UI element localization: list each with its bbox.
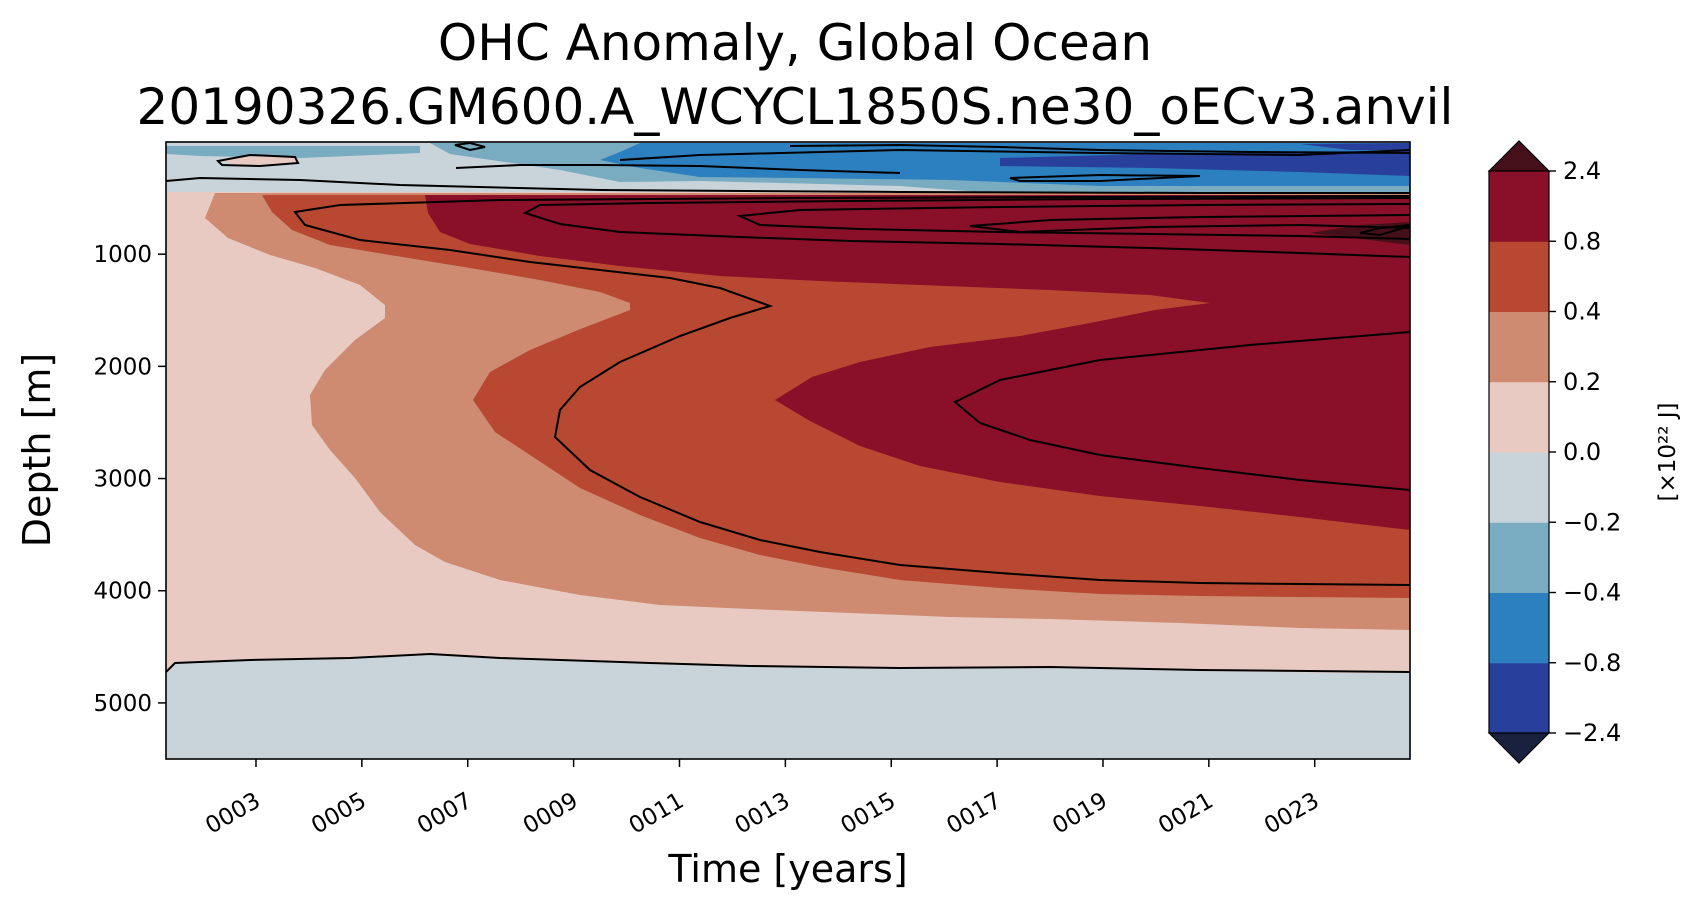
colorbar: 2.4 0.8 0.4 0.2 0.0 −0.2 −0.4 −0.8 −2.4 <box>1487 140 1621 764</box>
colorbar-swatch <box>1489 522 1549 593</box>
colorbar-tick-label: −2.4 <box>1563 719 1621 747</box>
colorbar-tick-label: 0.0 <box>1563 438 1601 466</box>
x-tick-label: 0005 <box>307 788 371 840</box>
colorbar-tick-label: −0.8 <box>1563 649 1621 677</box>
colorbar-tick-label: 0.8 <box>1563 227 1601 255</box>
contour-lines <box>166 142 1410 673</box>
contour-line-upper-neg-e <box>454 142 486 152</box>
contour-line-zero-deep <box>166 652 1410 673</box>
colorbar-tick-label: 0.4 <box>1563 298 1601 326</box>
colorbar-swatch <box>1489 452 1549 523</box>
colorbar-tick-label: 0.2 <box>1563 368 1601 396</box>
x-tick-label: 0009 <box>519 788 583 840</box>
x-tick-label: 0021 <box>1154 788 1218 840</box>
x-tick-label: 0013 <box>731 788 795 840</box>
band-0.8-to-2.4 <box>425 195 1410 530</box>
contour-line-1.6 <box>969 214 1410 234</box>
contour-line-zero-upper <box>166 176 1410 194</box>
contour-line-upper-neg-a <box>619 148 1410 161</box>
band-upper-neg2.4-to-neg0.8-b <box>1300 143 1410 150</box>
contour-line-upper-neg-c <box>789 143 1410 154</box>
x-tick-label: 0023 <box>1260 788 1324 840</box>
chart-title: OHC Anomaly, Global Ocean <box>438 14 1152 72</box>
colorbar-swatch <box>1489 171 1549 242</box>
colorbar-tick-label: 2.4 <box>1563 157 1601 185</box>
y-tick-label: 2000 <box>93 354 152 380</box>
contour-line-upper-pos-loop <box>215 153 300 168</box>
contour-line-2.4 <box>1359 224 1410 237</box>
x-tick-label: 0003 <box>201 788 265 840</box>
y-tick-label: 1000 <box>93 242 152 268</box>
colorbar-swatch <box>1489 241 1549 312</box>
y-tick-label: 4000 <box>93 579 152 605</box>
contour-plot-area <box>166 142 1410 759</box>
colorbar-tick-label: −0.4 <box>1563 579 1621 607</box>
colorbar-swatch <box>1489 311 1549 383</box>
x-axis-ticks: 0003 0005 0007 0009 0011 0013 0015 0017 0019 0021… <box>201 759 1324 840</box>
y-tick-label: 3000 <box>93 467 152 493</box>
colorbar-label: [×10²² J] <box>1655 402 1681 501</box>
y-axis-ticks: 1000 2000 3000 4000 5000 <box>93 242 166 717</box>
chart-subtitle: 20190326.GM600.A_WCYCL1850S.ne30_oECv3.a… <box>137 78 1454 136</box>
contour-line-0.4 <box>293 195 1410 586</box>
colorbar-extend-bottom <box>1487 732 1551 764</box>
y-tick-label: 5000 <box>93 691 152 717</box>
colorbar-swatch <box>1489 662 1549 734</box>
x-tick-label: 0015 <box>837 788 901 840</box>
x-tick-label: 0011 <box>625 788 689 840</box>
colorbar-swatch <box>1489 592 1549 664</box>
x-axis-label: Time [years] <box>667 847 907 891</box>
contour-line-upper-neg-b <box>1009 173 1201 182</box>
x-tick-label: 0017 <box>942 788 1006 840</box>
colorbar-swatch <box>1489 381 1549 453</box>
contour-line-upper-neg-d <box>455 164 901 174</box>
colorbar-extend-top <box>1487 140 1551 172</box>
colorbar-tick-label: −0.2 <box>1563 508 1621 536</box>
band-upper-neg2.4-to-neg0.8 <box>1000 150 1410 176</box>
contour-line-0.8 <box>953 331 1410 491</box>
band-upper-neg0.4-to-neg0.2-left <box>166 146 420 158</box>
plot-frame <box>165 141 1411 760</box>
contour-line-0.8-upper <box>522 197 1410 258</box>
x-tick-label: 0007 <box>413 788 477 840</box>
x-tick-label: 0019 <box>1048 788 1112 840</box>
y-axis-label: Depth [m] <box>15 353 59 548</box>
contour-line-1.2 <box>736 203 1410 240</box>
